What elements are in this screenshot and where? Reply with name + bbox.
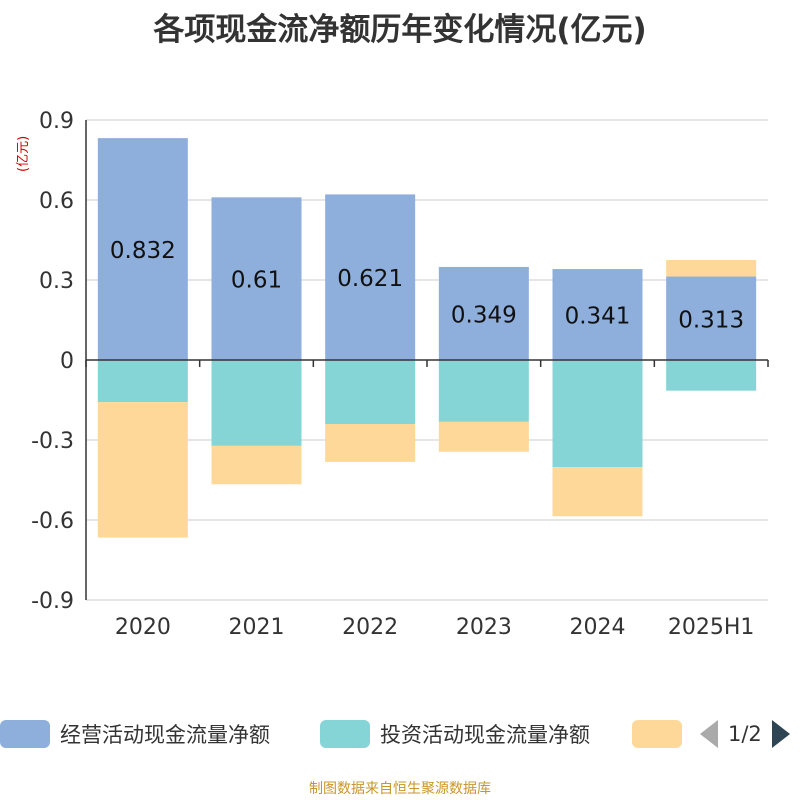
x-tick-label: 2022 bbox=[342, 615, 398, 640]
x-tick-label: 2023 bbox=[456, 615, 512, 640]
legend-swatch-investing bbox=[320, 720, 370, 748]
bar-series-2 bbox=[97, 360, 188, 403]
bar-series-3 bbox=[325, 424, 416, 462]
y-tick-label: -0.6 bbox=[31, 509, 74, 534]
pager-next-icon[interactable] bbox=[771, 720, 790, 748]
legend-item-investing[interactable]: 投资活动现金流量净额 bbox=[320, 712, 590, 756]
bar-data-label: 0.621 bbox=[337, 266, 403, 292]
legend-pager: 1/2 bbox=[700, 712, 790, 756]
y-tick-label: 0.6 bbox=[39, 189, 74, 214]
pager-page-text: 1/2 bbox=[728, 722, 762, 746]
bar-series-2 bbox=[666, 360, 757, 391]
bar-series-2 bbox=[552, 360, 643, 468]
bar-data-label: 0.341 bbox=[565, 304, 631, 330]
bar-series-3 bbox=[97, 402, 188, 538]
bar-series-3 bbox=[552, 467, 643, 517]
legend-swatch-operating bbox=[0, 720, 50, 748]
y-tick-label: 0 bbox=[60, 349, 74, 374]
bar-series-1 bbox=[666, 276, 757, 360]
pager-prev-icon[interactable] bbox=[700, 720, 718, 748]
legend: 经营活动现金流量净额 投资活动现金流量净额 1/2 bbox=[0, 712, 800, 756]
bar-data-label: 0.832 bbox=[110, 238, 176, 264]
bar-series-1 bbox=[325, 194, 416, 360]
x-tick-label: 2021 bbox=[229, 615, 285, 640]
bar-series-3 bbox=[666, 260, 757, 277]
bar-series-1 bbox=[438, 266, 529, 360]
cashflow-bar-chart: 0.9 0.6 0.3 0 -0.3 -0.6 -0.9 0.832 0.61 0.621 0.34… bbox=[31, 109, 769, 640]
x-tick-label: 2025H1 bbox=[668, 615, 755, 640]
data-source-note: 制图数据来自恒生聚源数据库 bbox=[309, 781, 491, 797]
bar-series-3 bbox=[211, 445, 302, 485]
bar-series-1 bbox=[211, 197, 302, 360]
x-tick-label: 2024 bbox=[570, 615, 626, 640]
bar-data-label: 0.61 bbox=[231, 268, 282, 294]
legend-label-operating: 经营活动现金流量净额 bbox=[60, 723, 270, 747]
bar-data-label: 0.313 bbox=[678, 307, 744, 333]
x-tick-label: 2020 bbox=[115, 615, 171, 640]
bar-data-label: 0.349 bbox=[451, 302, 517, 328]
bar-series-1 bbox=[552, 269, 643, 360]
bar-series-2 bbox=[325, 360, 416, 424]
legend-label-investing: 投资活动现金流量净额 bbox=[380, 723, 590, 747]
chart-title: 各项现金流净额历年变化情况(亿元) bbox=[153, 12, 647, 48]
y-tick-label: -0.9 bbox=[31, 589, 74, 614]
y-tick-label: -0.3 bbox=[31, 429, 74, 454]
legend-item-third[interactable] bbox=[632, 712, 692, 756]
y-tick-label: 0.9 bbox=[39, 109, 74, 134]
bar-series-2 bbox=[438, 360, 529, 422]
bar-series-3 bbox=[438, 421, 529, 452]
y-tick-label: 0.3 bbox=[39, 269, 74, 294]
legend-swatch-third bbox=[632, 720, 682, 748]
legend-item-operating[interactable]: 经营活动现金流量净额 bbox=[0, 712, 270, 756]
bar-series-1 bbox=[97, 138, 188, 360]
bar-series-2 bbox=[211, 360, 302, 446]
